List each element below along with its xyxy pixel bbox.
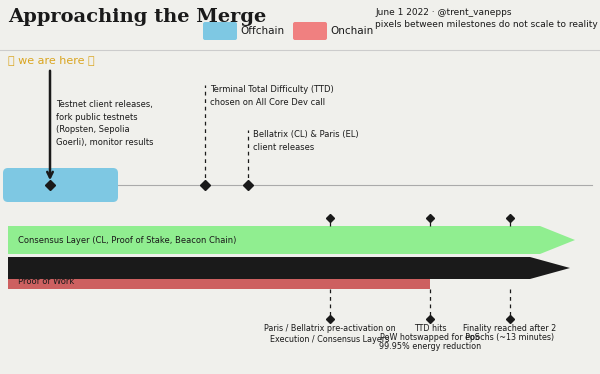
Text: Finality reached after 2: Finality reached after 2 bbox=[463, 324, 557, 333]
Text: 99.95% energy reduction: 99.95% energy reduction bbox=[379, 342, 481, 351]
Text: TTD hits: TTD hits bbox=[414, 324, 446, 333]
Text: Execution Layer (EL, Ethereum Historic State): Execution Layer (EL, Ethereum Historic S… bbox=[18, 264, 211, 273]
Text: Onchain: Onchain bbox=[330, 26, 373, 36]
FancyBboxPatch shape bbox=[3, 168, 118, 202]
Text: Paris / Bellatrix pre-activation on: Paris / Bellatrix pre-activation on bbox=[264, 324, 396, 333]
Text: Terminal Total Difficulty (TTD)
chosen on All Core Dev call: Terminal Total Difficulty (TTD) chosen o… bbox=[210, 85, 334, 107]
FancyBboxPatch shape bbox=[203, 22, 237, 40]
Text: Offchain: Offchain bbox=[240, 26, 284, 36]
Text: Testnet client releases,
fork public testnets
(Ropsten, Sepolia
Goerli), monitor: Testnet client releases, fork public tes… bbox=[56, 100, 154, 147]
Text: Proof of Work: Proof of Work bbox=[18, 278, 74, 286]
Text: ⭐ we are here ⭐: ⭐ we are here ⭐ bbox=[8, 55, 95, 65]
Polygon shape bbox=[8, 226, 575, 254]
Text: June 1 2022 · @trent_vanepps: June 1 2022 · @trent_vanepps bbox=[375, 8, 511, 17]
Text: Bellatrix (CL) & Paris (EL)
client releases: Bellatrix (CL) & Paris (EL) client relea… bbox=[253, 130, 359, 151]
Polygon shape bbox=[8, 275, 430, 289]
Text: PoW hotswapped for PoS: PoW hotswapped for PoS bbox=[380, 333, 480, 342]
FancyBboxPatch shape bbox=[293, 22, 327, 40]
Text: pixels between milestones do not scale to reality: pixels between milestones do not scale t… bbox=[375, 20, 598, 29]
Text: Approaching the Merge: Approaching the Merge bbox=[8, 8, 266, 26]
Polygon shape bbox=[8, 257, 570, 279]
Text: epochs (~13 minutes): epochs (~13 minutes) bbox=[466, 333, 554, 342]
Text: Consensus Layer (CL, Proof of Stake, Beacon Chain): Consensus Layer (CL, Proof of Stake, Bea… bbox=[18, 236, 236, 245]
Text: Execution / Consensus Layers: Execution / Consensus Layers bbox=[271, 335, 389, 344]
